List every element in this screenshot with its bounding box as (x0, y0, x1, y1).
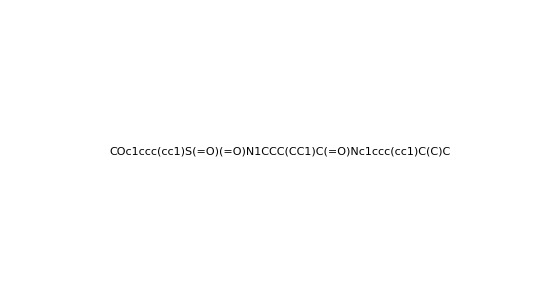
Text: COc1ccc(cc1)S(=O)(=O)N1CCC(CC1)C(=O)Nc1ccc(cc1)C(C)C: COc1ccc(cc1)S(=O)(=O)N1CCC(CC1)C(=O)Nc1c… (109, 147, 451, 157)
